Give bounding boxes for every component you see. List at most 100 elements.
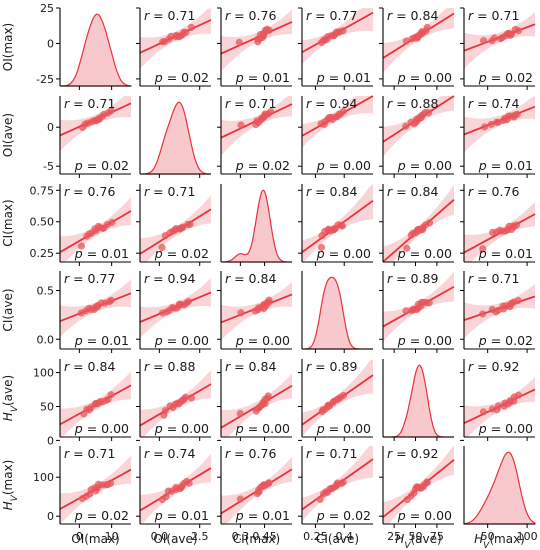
r-value-label: r = 0.84 bbox=[387, 184, 438, 199]
x-tick-label: 0 bbox=[76, 530, 83, 543]
y-tick-label: 100 bbox=[33, 367, 54, 380]
data-point bbox=[267, 108, 275, 116]
x-tick-label: 0.45 bbox=[252, 530, 277, 543]
panel-r3-c3 bbox=[301, 271, 373, 353]
p-value-label: p = 0.02 bbox=[478, 333, 533, 348]
r-value-label: r = 0.88 bbox=[387, 96, 438, 111]
panel-r0-c3: r = 0.77 p = 0.01 bbox=[298, 7, 374, 90]
y-tick-label: 0 bbox=[47, 434, 54, 447]
r-value-label: r = 0.84 bbox=[225, 359, 276, 374]
y-tick-label: 0.0 bbox=[37, 333, 55, 346]
data-point bbox=[514, 297, 522, 305]
data-point bbox=[402, 122, 410, 130]
row-axis-title: OI(ave) bbox=[1, 113, 15, 157]
panel-r1-c0: r = 0.71 p = 0.02 -5 0 bbox=[43, 96, 132, 178]
data-point bbox=[186, 220, 194, 228]
x-tick-label: 0.4 bbox=[335, 530, 353, 543]
panel-r1-c2: r = 0.71 p = 0.02 bbox=[217, 96, 293, 178]
y-tick-label: -5 bbox=[43, 160, 54, 173]
panel-r0-c2: r = 0.76 p = 0.01 bbox=[217, 7, 293, 90]
data-point bbox=[237, 121, 245, 129]
data-point bbox=[181, 393, 189, 401]
panel-r1-c3: r = 0.94 p = 0.00 bbox=[298, 95, 374, 178]
panel-r4-c3: r = 0.89 p = 0.00 bbox=[298, 359, 374, 441]
data-point bbox=[402, 37, 410, 45]
panel-r0-c5: r = 0.71 p = 0.02 bbox=[460, 7, 536, 90]
p-value-label: p = 0.00 bbox=[397, 70, 452, 85]
r-value-label: r = 0.76 bbox=[225, 446, 276, 461]
data-point bbox=[403, 244, 411, 252]
x-tick-label: 50 bbox=[481, 530, 495, 543]
r-value-label: r = 0.71 bbox=[468, 271, 519, 286]
p-value-label: p = 0.01 bbox=[74, 333, 129, 348]
panel-r0-c4: r = 0.84 p = 0.00 bbox=[379, 7, 455, 90]
data-point bbox=[513, 110, 521, 118]
p-value-label: p = 0.01 bbox=[235, 508, 290, 523]
row-axis-title: CI(ave) bbox=[1, 288, 15, 331]
r-value-label: r = 0.71 bbox=[306, 446, 357, 461]
col-axis-title: CI(ave) bbox=[316, 532, 359, 546]
kde-curve bbox=[302, 276, 373, 350]
data-point bbox=[158, 243, 166, 251]
p-value-label: p = 0.02 bbox=[74, 508, 129, 523]
data-point bbox=[185, 479, 193, 487]
panel-r3-c4: r = 0.89 p = 0.00 bbox=[379, 271, 455, 353]
confidence-band bbox=[221, 373, 292, 437]
panel-r1-c4: r = 0.88 p = 0.00 bbox=[379, 95, 455, 178]
kde-curve bbox=[383, 364, 454, 438]
p-value-label: p = 0.02 bbox=[74, 158, 129, 173]
r-value-label: r = 0.76 bbox=[225, 8, 276, 23]
col-axis-title: CI(max) bbox=[233, 532, 280, 546]
r-value-label: r = 0.92 bbox=[468, 359, 519, 374]
x-tick-label: 75 bbox=[430, 530, 444, 543]
panel-r3-c0: r = 0.77 p = 0.01 0.0 0.5 bbox=[37, 271, 132, 353]
data-point bbox=[161, 407, 169, 415]
panel-r2-c5: r = 0.76 p = 0.01 bbox=[460, 184, 536, 266]
p-value-label: p = 0.00 bbox=[235, 333, 290, 348]
panel-r2-c1: r = 0.71 p = 0.02 bbox=[136, 184, 212, 266]
panel-r5-c5: 50 100 bbox=[463, 446, 538, 543]
p-value-label: p = 0.00 bbox=[397, 333, 452, 348]
data-point bbox=[264, 392, 272, 400]
p-value-label: p = 0.00 bbox=[478, 421, 533, 436]
panel-r4-c5: r = 0.92 p = 0.00 bbox=[460, 359, 536, 441]
r-value-label: r = 0.74 bbox=[144, 446, 195, 461]
row-axis-title: OI(max) bbox=[1, 23, 15, 72]
panel-r2-c2 bbox=[220, 184, 292, 266]
r-value-label: r = 0.74 bbox=[468, 96, 519, 111]
data-point bbox=[423, 479, 431, 487]
r-value-label: r = 0.84 bbox=[387, 8, 438, 23]
panel-r3-c5: r = 0.71 p = 0.02 bbox=[460, 271, 536, 353]
y-tick-label: 0 bbox=[47, 121, 54, 134]
p-value-label: p = 0.00 bbox=[316, 421, 371, 436]
r-value-label: r = 0.94 bbox=[144, 271, 195, 286]
data-point bbox=[107, 479, 115, 487]
x-tick-label: 0.3 bbox=[232, 530, 250, 543]
panel-r1-c1 bbox=[139, 96, 212, 178]
confidence-band bbox=[302, 96, 373, 148]
panel-r2-c0: r = 0.76 p = 0.01 0.25 0.50 0.75 bbox=[30, 184, 132, 266]
data-point bbox=[265, 479, 273, 487]
x-tick-label: 25 bbox=[387, 530, 401, 543]
p-value-label: p = 0.00 bbox=[397, 508, 452, 523]
data-point bbox=[340, 391, 348, 399]
data-point bbox=[491, 34, 499, 42]
r-value-label: r = 0.71 bbox=[225, 96, 276, 111]
data-point bbox=[185, 297, 193, 305]
data-point bbox=[107, 107, 115, 115]
data-point bbox=[265, 26, 273, 34]
panel-r3-c2: r = 0.84 p = 0.00 bbox=[217, 271, 293, 353]
x-tick-label: 100 bbox=[517, 530, 538, 543]
col-axis-title: HV(max) bbox=[474, 532, 525, 550]
panel-r4-c0: r = 0.84 p = 0.00 0 50 100 bbox=[33, 359, 132, 447]
data-point bbox=[108, 218, 116, 226]
panel-r5-c3: r = 0.71 p = 0.02 0.25 0.4 bbox=[298, 446, 374, 543]
kde-curve bbox=[140, 101, 212, 175]
y-tick-label: -25 bbox=[36, 73, 54, 86]
r-value-label: r = 0.89 bbox=[306, 359, 357, 374]
p-value-label: p = 0.02 bbox=[154, 70, 209, 85]
y-tick-label: 50 bbox=[40, 400, 54, 413]
data-point bbox=[339, 27, 347, 35]
p-value-label: p = 0.02 bbox=[154, 246, 209, 261]
r-value-label: r = 0.71 bbox=[64, 96, 115, 111]
